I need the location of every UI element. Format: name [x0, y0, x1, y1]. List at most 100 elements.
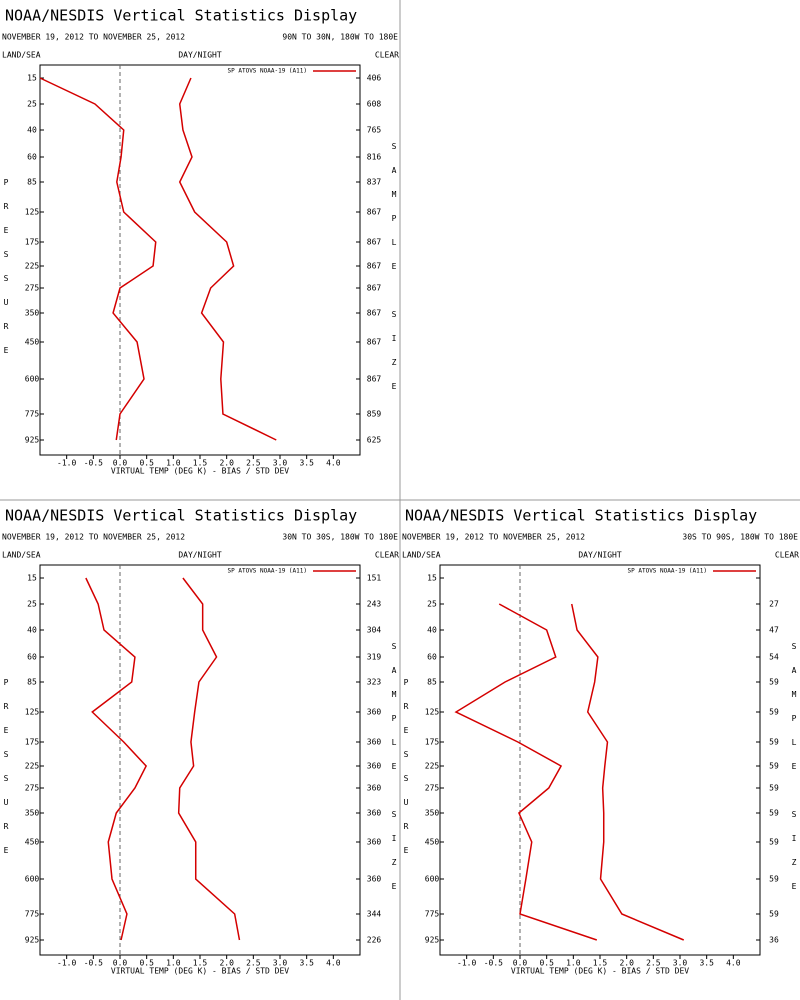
chart-title: NOAA/NESDIS Vertical Statistics Display — [5, 507, 357, 525]
sample-size: 360 — [367, 738, 382, 747]
sample-size: 59 — [769, 708, 779, 717]
sample-size: 608 — [367, 100, 382, 109]
chart-title: NOAA/NESDIS Vertical Statistics Display — [5, 7, 357, 25]
label-left: LAND/SEA — [2, 551, 41, 560]
sample-size: 360 — [367, 875, 382, 884]
data-line — [178, 77, 277, 441]
sample-size: 54 — [769, 653, 779, 662]
region: 30S TO 90S, 180W TO 180E — [682, 533, 798, 542]
sample-size: 360 — [367, 762, 382, 771]
sample-size: 765 — [367, 126, 382, 135]
y-tick-label: 450 — [425, 838, 440, 847]
x-axis-label: VIRTUAL TEMP (DEG K) - BIAS / STD DEV — [111, 467, 289, 476]
x-tick-label: 2.0 — [219, 459, 234, 468]
x-tick-label: 2.5 — [646, 959, 661, 968]
x-tick-label: 3.0 — [673, 959, 688, 968]
y-axis-label: PRESSURE — [402, 678, 411, 870]
y-tick-label: 85 — [427, 678, 437, 687]
sample-size: 151 — [367, 574, 382, 583]
y-tick-label: 85 — [27, 678, 37, 687]
x-tick-label: 4.0 — [326, 459, 341, 468]
x-tick-label: 3.0 — [273, 959, 288, 968]
data-line — [454, 603, 598, 941]
y-tick-label: 925 — [25, 936, 40, 945]
sample-size: 867 — [367, 375, 382, 384]
x-tick-label: 0.5 — [139, 459, 154, 468]
panel: NOAA/NESDIS Vertical Statistics Display N… — [2, 507, 400, 976]
x-tick-label: -0.5 — [84, 459, 103, 468]
x-tick-label: 1.5 — [193, 959, 208, 968]
x-tick-label: 3.0 — [273, 459, 288, 468]
sample-size: 27 — [769, 600, 779, 609]
x-tick-label: 0.0 — [113, 459, 128, 468]
sample-size: 867 — [367, 262, 382, 271]
y-tick-label: 600 — [25, 875, 40, 884]
label-right: CLEAR — [375, 51, 399, 60]
x-tick-label: 1.5 — [193, 459, 208, 468]
data-line — [570, 603, 685, 941]
y-tick-label: 775 — [25, 910, 40, 919]
y-tick-label: 125 — [425, 708, 440, 717]
sample-size: 59 — [769, 762, 779, 771]
legend-label: SP ATOVS NOAA-19 (A11) — [228, 68, 307, 75]
y-tick-label: 60 — [427, 653, 437, 662]
y-tick-label: 175 — [25, 238, 40, 247]
sample-size: 360 — [367, 784, 382, 793]
label-center: DAY/NIGHT — [178, 551, 222, 560]
y-tick-label: 350 — [425, 809, 440, 818]
sample-size: 867 — [367, 309, 382, 318]
y-tick-label: 125 — [25, 208, 40, 217]
label-center: DAY/NIGHT — [578, 551, 622, 560]
sample-size: 837 — [367, 178, 382, 187]
sample-size: 319 — [367, 653, 382, 662]
region: 30N TO 30S, 180W TO 180E — [282, 533, 398, 542]
y-tick-label: 25 — [427, 600, 437, 609]
sample-size: 59 — [769, 809, 779, 818]
data-line — [39, 77, 157, 441]
subtitle: NOVEMBER 19, 2012 TO NOVEMBER 25, 2012 — [2, 533, 185, 542]
label-center: DAY/NIGHT — [178, 51, 222, 60]
y-tick-label: 175 — [25, 738, 40, 747]
y-tick-label: 40 — [27, 626, 37, 635]
y-tick-label: 175 — [425, 738, 440, 747]
x-tick-label: 3.5 — [299, 459, 314, 468]
y-tick-label: 85 — [27, 178, 37, 187]
y-axis-label: PRESSURE — [2, 178, 11, 370]
y-tick-label: 225 — [425, 762, 440, 771]
panel: NOAA/NESDIS Vertical Statistics Display N… — [2, 7, 400, 476]
sample-size: 816 — [367, 153, 382, 162]
legend-label: SP ATOVS NOAA-19 (A11) — [228, 568, 307, 575]
y-tick-label: 15 — [27, 574, 37, 583]
sample-size: 226 — [367, 936, 382, 945]
x-tick-label: 3.5 — [699, 959, 714, 968]
y-tick-label: 125 — [25, 708, 40, 717]
x-tick-label: 1.0 — [166, 959, 181, 968]
sample-size: 360 — [367, 708, 382, 717]
y-tick-label: 275 — [25, 784, 40, 793]
sample-size: 867 — [367, 208, 382, 217]
sample-size: 59 — [769, 784, 779, 793]
sample-size: 859 — [367, 410, 382, 419]
sample-size: 867 — [367, 338, 382, 347]
chart-title: NOAA/NESDIS Vertical Statistics Display — [405, 507, 757, 525]
y-tick-label: 25 — [27, 600, 37, 609]
x-axis-label: VIRTUAL TEMP (DEG K) - BIAS / STD DEV — [511, 967, 689, 976]
sample-size: 360 — [367, 809, 382, 818]
y-tick-label: 40 — [427, 626, 437, 635]
y2-axis-label: SAMPLE SIZE — [790, 642, 799, 906]
sample-size: 36 — [769, 936, 779, 945]
sample-size: 867 — [367, 238, 382, 247]
sample-size: 59 — [769, 838, 779, 847]
x-tick-label: 2.0 — [219, 959, 234, 968]
x-tick-label: 2.5 — [246, 959, 261, 968]
label-left: LAND/SEA — [2, 51, 41, 60]
y-tick-label: 60 — [27, 653, 37, 662]
sample-size: 406 — [367, 74, 382, 83]
y-tick-label: 450 — [25, 838, 40, 847]
x-tick-label: 4.0 — [326, 959, 341, 968]
sample-size: 59 — [769, 738, 779, 747]
y-tick-label: 925 — [25, 436, 40, 445]
x-tick-label: -1.0 — [57, 959, 76, 968]
x-tick-label: 2.5 — [246, 459, 261, 468]
